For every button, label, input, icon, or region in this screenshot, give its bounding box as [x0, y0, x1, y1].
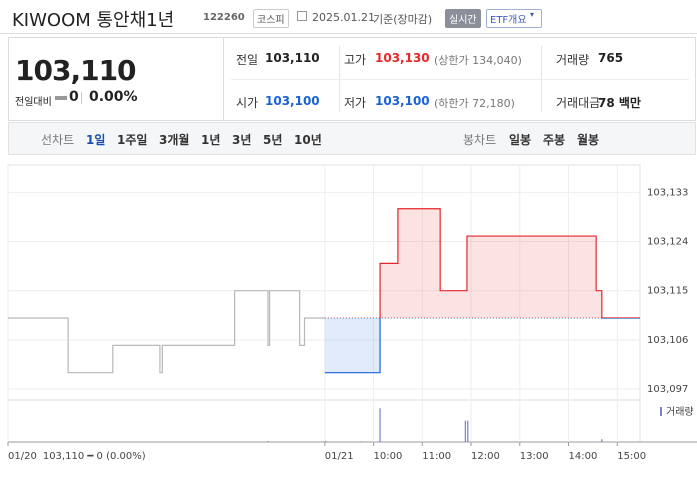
tab-bar [8, 122, 696, 155]
market: 코스피 [253, 9, 289, 28]
flat-icon [55, 96, 67, 100]
tab-label: 봉차트 [463, 133, 497, 147]
volume-bar [464, 420, 466, 442]
prev-summary: 103,110 ━ 0 (0.00%) [43, 451, 146, 462]
line [8, 290, 325, 374]
y-tick-label: 103,106 [647, 335, 688, 346]
candle-tab[interactable]: 주봉 [543, 133, 566, 147]
volume-bar [325, 440, 327, 442]
x-tick-label: 13:00 [520, 451, 549, 462]
tab-label: 선차트 [41, 133, 75, 147]
basis: 기준(장마감) [373, 13, 433, 26]
x-tick-label: 15:00 [617, 451, 646, 462]
divider [81, 92, 82, 104]
y-tick-label: 103,133 [647, 187, 688, 198]
volume-bar [601, 439, 603, 442]
line-tab[interactable]: 5년 [263, 133, 283, 147]
volume-bar [267, 441, 269, 442]
code: 122260 [203, 12, 245, 23]
line-tab[interactable]: 1년 [201, 133, 221, 147]
divider [231, 79, 689, 80]
header: KIWOOM 통안채1년 122260 코스피 2025.01.21 기준(장마… [0, 0, 697, 34]
x-tick-label: 11:00 [422, 451, 451, 462]
area [324, 208, 640, 373]
dropdown-arrow: ▾ [530, 10, 535, 19]
stat-value: 765 [598, 51, 624, 65]
legend-swatch [660, 407, 662, 416]
realtime-button[interactable]: 실시간 [445, 9, 481, 28]
y-tick-label: 103,124 [647, 237, 688, 248]
quote-panel: 103,110 전일대비 0 0.00% [8, 37, 696, 121]
x-tick-label: 10:00 [374, 451, 403, 462]
line-tab[interactable]: 10년 [294, 133, 322, 147]
etf-button[interactable]: ETF개요 [486, 9, 542, 28]
x-tick-label: 14:00 [569, 451, 598, 462]
stat-value: 103,100 [265, 94, 320, 108]
stat-label: 거래량 [556, 53, 590, 67]
candle-tab[interactable]: 월봉 [577, 133, 600, 147]
stat-value: 103,130 [375, 51, 430, 65]
stat-note: (하한가 72,180) [434, 97, 515, 110]
line-tab[interactable]: 1주일 [117, 133, 148, 147]
legend-label: 거래량 [666, 406, 694, 418]
volume-bar [379, 408, 381, 442]
stat-note: (상한가 134,040) [434, 54, 522, 67]
y-tick-label: 103,097 [647, 384, 688, 395]
rate: 0.00% [89, 89, 138, 105]
stat-label: 고가 [344, 53, 367, 67]
volume-bar [467, 420, 469, 442]
change: 0 [69, 89, 79, 105]
candle-tab[interactable]: 일봉 [509, 133, 532, 147]
x-tick-label: 01/21 [325, 451, 354, 462]
stat-label: 전일 [236, 53, 259, 67]
change-label: 전일대비 [15, 97, 52, 108]
line-tab[interactable]: 3개월 [159, 133, 190, 147]
price: 103,110 [15, 54, 137, 87]
volume-bar [360, 441, 362, 442]
stat-value: 78 백만 [598, 96, 641, 110]
title: KIWOOM 통안채1년 [12, 10, 175, 31]
stat-label: 거래대금 [556, 96, 601, 110]
date: 2025.01.21 [312, 11, 375, 24]
stat-label: 시가 [236, 96, 259, 110]
y-tick-label: 103,115 [647, 286, 688, 297]
stat-label: 저가 [344, 96, 367, 110]
line-tab[interactable]: 3년 [232, 133, 252, 147]
stat-value: 103,110 [265, 51, 320, 65]
x-tick-label: 01/20 [8, 451, 37, 462]
price-box [9, 38, 224, 120]
line-tab[interactable]: 1일 [86, 133, 106, 147]
calendar-icon [297, 11, 307, 21]
x-tick-label: 12:00 [471, 451, 500, 462]
line [324, 208, 640, 374]
stat-value: 103,100 [375, 94, 430, 108]
